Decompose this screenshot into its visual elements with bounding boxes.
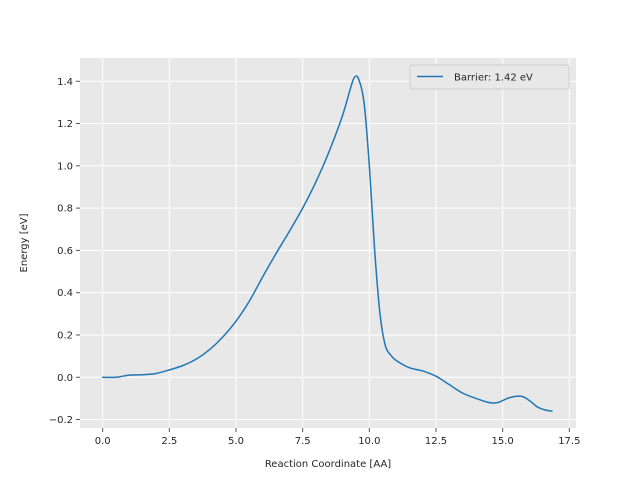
x-tick-label: 0.0 xyxy=(95,436,111,447)
x-tick-label: 15.0 xyxy=(492,436,514,447)
legend-entry-label: Barrier: 1.42 eV xyxy=(454,73,533,84)
y-tick-label: 0.6 xyxy=(57,246,73,257)
y-tick-label: 0.8 xyxy=(57,204,73,215)
grid-lines xyxy=(80,58,576,428)
plot-area xyxy=(80,58,576,428)
series-layer xyxy=(101,75,553,412)
series-line-0 xyxy=(101,75,553,412)
y-axis-ticks: −0.2 0.0 0.2 0.4 0.6 0.8 1.0 1.2 1.4 xyxy=(49,77,80,426)
x-tick-label: 12.5 xyxy=(425,436,447,447)
x-tick-label: 5.0 xyxy=(228,436,244,447)
y-tick-label: 0.0 xyxy=(57,373,73,384)
x-axis-label: Reaction Coordinate [AA] xyxy=(265,459,391,470)
y-tick-label: 0.2 xyxy=(57,330,73,341)
x-tick-label: 10.0 xyxy=(358,436,380,447)
y-axis-label: Energy [eV] xyxy=(19,213,30,272)
x-tick-label: 2.5 xyxy=(161,436,177,447)
y-tick-label: 0.4 xyxy=(57,288,73,299)
y-tick-label: −0.2 xyxy=(49,415,73,426)
legend-box xyxy=(409,64,570,90)
x-axis-ticks: 0.0 2.5 5.0 7.5 10.0 12.5 15.0 17.5 xyxy=(95,428,580,447)
x-tick-label: 7.5 xyxy=(295,436,311,447)
y-tick-label: 1.0 xyxy=(57,161,73,172)
y-tick-label: 1.4 xyxy=(57,77,73,88)
y-tick-label: 1.2 xyxy=(57,119,73,130)
legend: Barrier: 1.42 eV xyxy=(409,64,570,90)
x-tick-label: 17.5 xyxy=(558,436,580,447)
